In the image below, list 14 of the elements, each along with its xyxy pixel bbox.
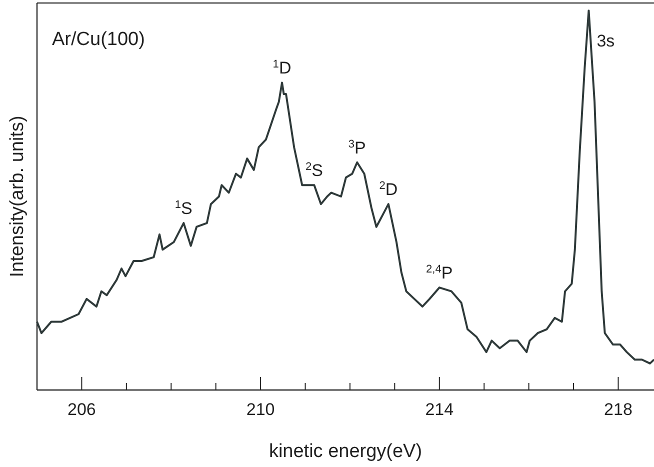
x-tick-label: 206 [68, 400, 96, 419]
annotation: $^{1}$S [174, 199, 192, 218]
x-axis-title: kinetic energy(eV) [268, 441, 422, 462]
y-axis-title: Intensity(arb. units) [7, 116, 28, 278]
annotation: $^{2,4}$P [426, 264, 453, 283]
x-tick-label: 210 [246, 400, 275, 419]
text: Ar/Cu(100) [52, 29, 145, 50]
x-tick-label: 218 [604, 400, 632, 419]
x-tick-label: 214 [425, 400, 454, 419]
annotation: $^{1}$D [272, 58, 292, 78]
annotation: $^{3}$P [348, 138, 366, 158]
annotation: $^{2}$S [305, 161, 323, 180]
annotation: 3s [596, 32, 615, 51]
annotation: $^{2}$D [379, 180, 398, 200]
